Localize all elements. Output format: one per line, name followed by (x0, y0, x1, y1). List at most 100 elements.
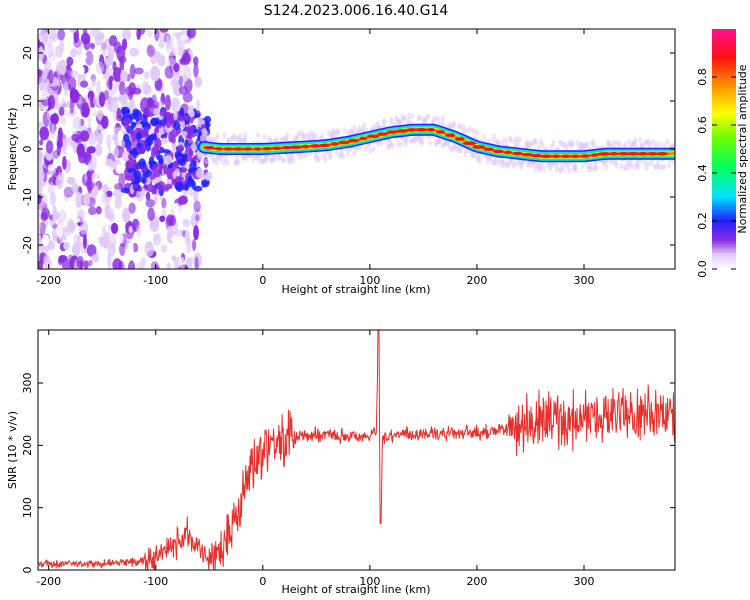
heatmap-noise-blob (193, 62, 199, 78)
heatmap-halo-blob (419, 139, 424, 146)
heatmap-transition-blob (181, 114, 189, 122)
bottom-y-tick-label: 100 (21, 497, 34, 518)
heatmap-transition-blob (187, 175, 193, 185)
heatmap-transition-blob (152, 178, 160, 184)
heatmap-noise-blob (149, 219, 160, 233)
heatmap-noise-blob (57, 127, 63, 142)
heatmap-halo-blob (389, 116, 394, 123)
heatmap-noise-blob (92, 95, 99, 106)
heatmap-noise-blob (113, 146, 119, 159)
heatmap-noise-blob (132, 242, 139, 253)
heatmap-transition-blob (141, 160, 146, 169)
top-y-tick-label: -20 (21, 236, 34, 254)
top-y-tick-label: 10 (21, 94, 34, 108)
heatmap-noise-blob (113, 41, 122, 54)
heatmap-noise-blob (50, 123, 56, 140)
heatmap-transition-blob (177, 158, 183, 165)
heatmap-noise-blob (72, 116, 82, 130)
heatmap-noise-blob (179, 57, 188, 65)
heatmap-noise-blob (41, 68, 48, 80)
heatmap-halo-blob (512, 160, 517, 167)
heatmap-noise-blob (91, 78, 96, 88)
heatmap-noise-blob (192, 188, 199, 202)
heatmap-noise-blob (75, 191, 83, 208)
heatmap-noise-blob (63, 241, 70, 251)
heatmap-halo-blob (508, 136, 513, 143)
heatmap-halo-blob (594, 165, 599, 172)
heatmap-ridge-peak (503, 150, 513, 155)
heatmap-noise-blob (73, 37, 82, 48)
heatmap-transition-blob (140, 144, 147, 152)
heatmap-noise-blob (118, 173, 126, 189)
heatmap-noise-blob (85, 50, 94, 66)
heatmap-halo-blob (517, 136, 522, 143)
heatmap-halo-blob (649, 160, 654, 167)
heatmap-ridge-peak (414, 128, 428, 132)
heatmap-halo-blob (275, 137, 280, 144)
heatmap-noise-blob (44, 59, 52, 73)
heatmap-ridge-peak (590, 153, 599, 157)
heatmap-noise-blob (95, 205, 102, 215)
heatmap-ridge-peak (232, 147, 244, 151)
heatmap-noise-blob (159, 29, 169, 33)
heatmap-noise-blob (184, 229, 191, 245)
heatmap-transition-blob (161, 137, 169, 145)
heatmap-halo-blob (657, 141, 662, 148)
heatmap-noise-blob (94, 128, 100, 141)
heatmap-halo-blob (265, 154, 270, 161)
heatmap-noise-blob (136, 29, 142, 40)
heatmap-noise-blob (194, 76, 203, 88)
heatmap-noise-blob (70, 89, 80, 104)
heatmap-noise-blob (49, 33, 59, 42)
colorbar-label: Normalized spectral amplitude (736, 64, 749, 233)
snr-panel: -200 -100 0 100 200 300 0 100 200 300 Height of … (6, 329, 676, 596)
heatmap-noise-blob (178, 41, 185, 56)
heatmap-halo-blob (406, 113, 411, 120)
heatmap-noise-blob (43, 78, 51, 92)
heatmap-halo-blob (410, 113, 415, 120)
heatmap-noise-blob (70, 48, 78, 58)
heatmap-noise-blob (47, 163, 55, 172)
heatmap-noise-blob (93, 185, 99, 197)
heatmap-halo-blob (617, 140, 622, 147)
heatmap-halo-blob (379, 139, 384, 146)
heatmap-noise-blob (141, 257, 147, 268)
heatmap-halo-blob (662, 164, 667, 171)
heatmap-noise-blob (127, 241, 134, 256)
top-y-tick-label: 0 (21, 146, 34, 153)
heatmap-noise-blob (87, 177, 93, 194)
heatmap-halo-blob (482, 133, 487, 140)
heatmap-noise-blob (145, 191, 151, 201)
heatmap-noise-blob (159, 215, 166, 223)
heatmap-transition-blob (153, 144, 160, 156)
heatmap-halo-blob (623, 165, 628, 172)
heatmap-noise-blob (112, 67, 122, 83)
heatmap-noise-blob (165, 214, 174, 226)
heatmap-transition-blob (179, 167, 188, 173)
heatmap-ridge-peak (309, 144, 321, 148)
heatmap-ridge-peak (271, 146, 283, 151)
heatmap-noise-blob (55, 174, 64, 189)
heatmap-transition-blob (184, 139, 189, 149)
heatmap-noise-blob (118, 81, 126, 96)
heatmap-transition-blob (143, 171, 151, 178)
heatmap-noise-blob (88, 259, 93, 267)
bottom-x-axis-label: Height of straight line (km) (281, 583, 430, 596)
heatmap-noise-blob (152, 233, 162, 246)
heatmap-halo-blob (204, 131, 209, 138)
heatmap-noise-blob (38, 39, 41, 49)
heatmap-ridge-peak (462, 141, 477, 146)
heatmap-layer (38, 29, 675, 269)
heatmap-halo-blob (320, 133, 325, 140)
heatmap-transition-blob (123, 117, 130, 125)
heatmap-ridge-peak (301, 144, 310, 149)
heatmap-noise-blob (70, 70, 79, 78)
heatmap-noise-blob (82, 233, 87, 250)
heatmap-halo-blob (540, 141, 545, 148)
heatmap-noise-blob (101, 41, 107, 57)
heatmap-noise-blob (52, 211, 60, 221)
heatmap-transition-blob (132, 108, 140, 118)
heatmap-halo-blob (530, 162, 535, 169)
heatmap-transition-blob (151, 164, 158, 174)
heatmap-noise-blob (144, 230, 150, 242)
